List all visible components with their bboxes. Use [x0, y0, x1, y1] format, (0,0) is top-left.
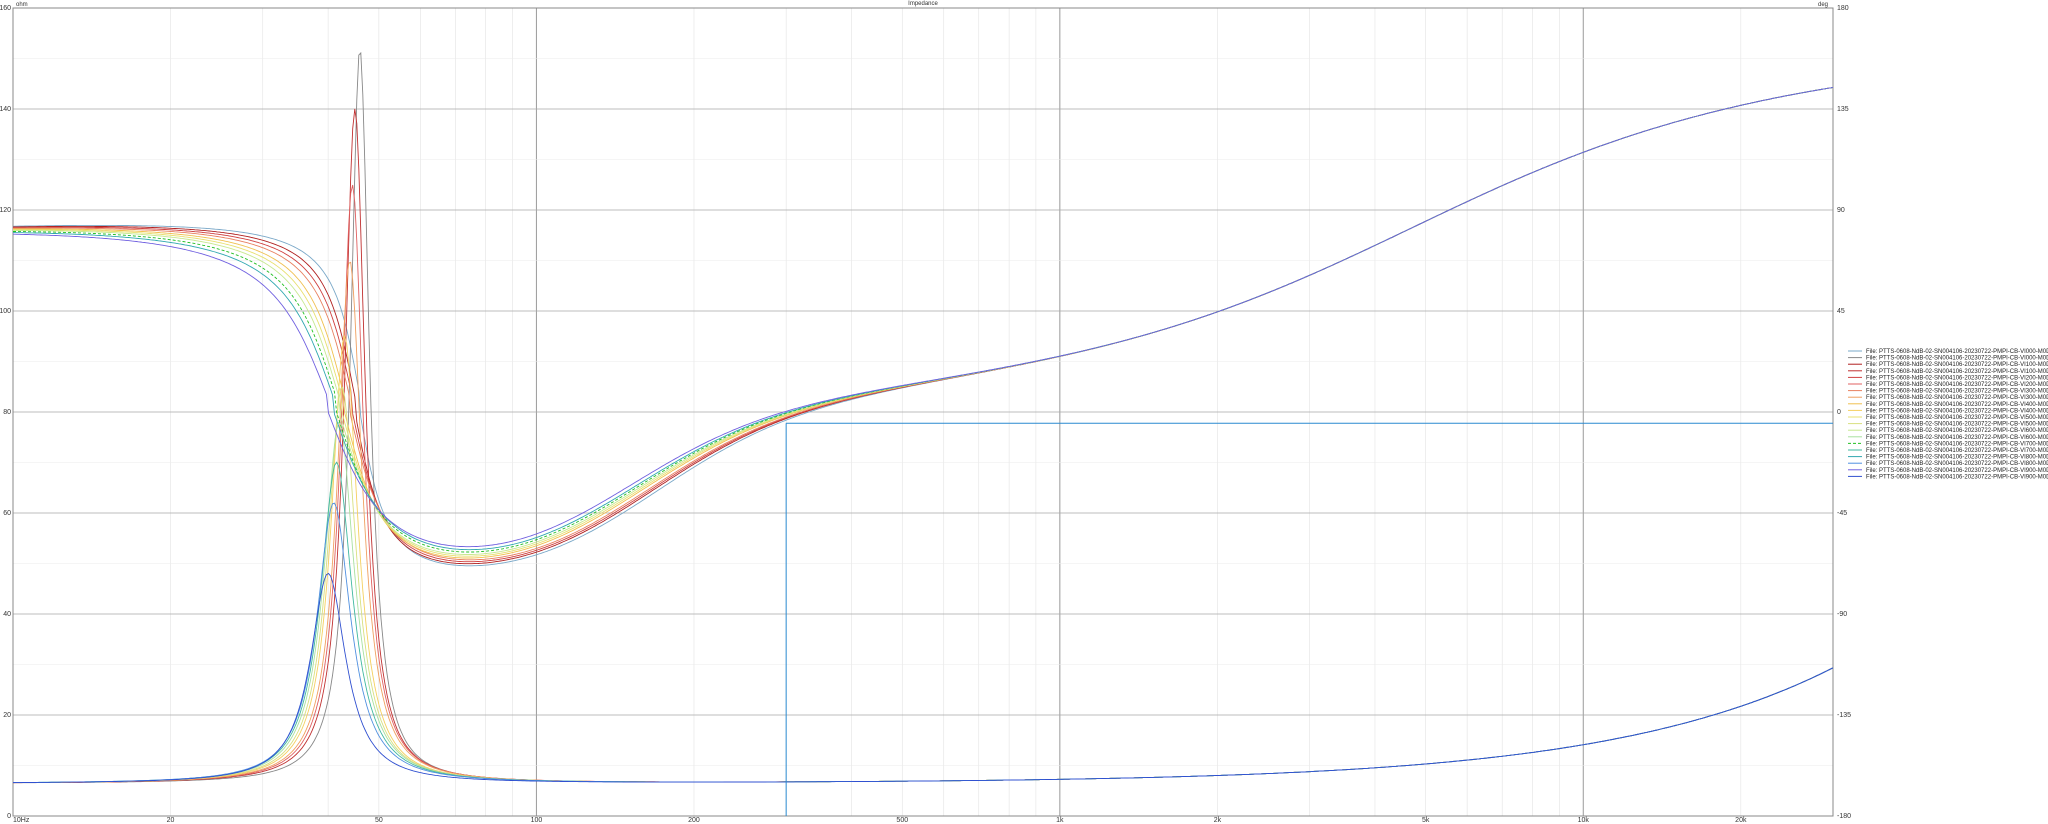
series-lines: [12, 51, 1834, 784]
legend-entry: File: PTTS-0608-NdB-02-SN004106-20230722…: [1866, 402, 2048, 408]
y-left-tick-label: 160: [0, 5, 11, 12]
legend-entry: File: PTTS-0608-NdB-02-SN004106-20230722…: [1866, 461, 2048, 467]
x-tick-label: 1k: [1056, 817, 1064, 824]
x-tick-label: 2k: [1214, 817, 1222, 824]
y-left-tick-label: 0: [7, 813, 11, 820]
y-left-tick-label: 100: [0, 308, 11, 315]
legend-entry: File: PTTS-0608-NdB-02-SN004106-20230722…: [1866, 349, 2048, 355]
y-left-tick-label: 40: [3, 611, 11, 618]
legend-entry: File: PTTS-0608-NdB-02-SN004106-20230722…: [1866, 441, 2048, 447]
y-left-tick-label: 80: [3, 409, 11, 416]
y-right-tick-label: -45: [1837, 510, 1847, 517]
x-tick-label: 100: [531, 817, 543, 824]
y-right-tick-label: -180: [1837, 813, 1851, 820]
chart-title: Impedance: [908, 1, 938, 7]
legend-entry: File: PTTS-0608-NdB-02-SN004106-20230722…: [1866, 455, 2048, 461]
legend-entry: File: PTTS-0608-NdB-02-SN004106-20230722…: [1866, 395, 2048, 401]
legend-entry: File: PTTS-0608-NdB-02-SN004106-20230722…: [1866, 369, 2048, 375]
legend: File: PTTS-0608-NdB-02-SN004106-20230722…: [1848, 349, 2048, 480]
legend-entry: File: PTTS-0608-NdB-02-SN004106-20230722…: [1866, 356, 2048, 362]
y-right-tick-label: 45: [1837, 308, 1845, 315]
tick-labels: 10Hz 20 50 100 200 500 1k 2k 5k 10k 20k 0 20 40 60 80 10…: [0, 5, 1851, 824]
legend-entry: File: PTTS-0608-NdB-02-SN004106-20230722…: [1866, 375, 2048, 381]
y-left-tick-label: 120: [0, 207, 11, 214]
legend-entry: File: PTTS-0608-NdB-02-SN004106-20230722…: [1866, 408, 2048, 414]
legend-entry: File: PTTS-0608-NdB-02-SN004106-20230722…: [1866, 435, 2048, 441]
y-right-tick-label: 180: [1837, 5, 1849, 12]
y-right-tick-label: -90: [1837, 611, 1847, 618]
series-line: [13, 86, 1834, 548]
x-tick-label: 50: [375, 817, 383, 824]
x-tick-label: 20k: [1735, 817, 1747, 824]
y-right-tick-label: 135: [1837, 106, 1849, 113]
y-left-tick-label: 140: [0, 106, 11, 113]
legend-entry: File: PTTS-0608-NdB-02-SN004106-20230722…: [1866, 362, 2048, 368]
legend-entry: File: PTTS-0608-NdB-02-SN004106-20230722…: [1866, 428, 2048, 434]
legend-entry: File: PTTS-0608-NdB-02-SN004106-20230722…: [1866, 382, 2048, 388]
y-left-tick-label: 20: [3, 712, 11, 719]
legend-entry: File: PTTS-0608-NdB-02-SN004106-20230722…: [1866, 415, 2048, 421]
legend-entry: File: PTTS-0608-NdB-02-SN004106-20230722…: [1866, 422, 2048, 428]
x-tick-label: 500: [896, 817, 908, 824]
x-tick-label: 5k: [1422, 817, 1430, 824]
plot-frame: [12, 7, 1834, 817]
x-tick-label: 20: [167, 817, 175, 824]
legend-entry: File: PTTS-0608-NdB-02-SN004106-20230722…: [1866, 474, 2048, 480]
left-axis-unit: ohm: [16, 2, 28, 8]
cursor-crosshair[interactable]: [785, 422, 1833, 816]
series-line: [13, 572, 1834, 784]
y-left-tick-label: 60: [3, 510, 11, 517]
y-right-tick-label: 90: [1837, 207, 1845, 214]
x-tick-label: 200: [688, 817, 700, 824]
right-axis-unit: deg: [1818, 2, 1828, 8]
x-tick-label: 10Hz: [13, 817, 30, 824]
legend-entry: File: PTTS-0608-NdB-02-SN004106-20230722…: [1866, 448, 2048, 454]
y-right-tick-label: 0: [1837, 409, 1841, 416]
x-tick-label: 10k: [1578, 817, 1590, 824]
grid: [12, 7, 1834, 817]
legend-entry: File: PTTS-0608-NdB-02-SN004106-20230722…: [1866, 468, 2048, 474]
legend-entry: File: PTTS-0608-NdB-02-SN004106-20230722…: [1866, 389, 2048, 395]
y-right-tick-label: -135: [1837, 712, 1851, 719]
